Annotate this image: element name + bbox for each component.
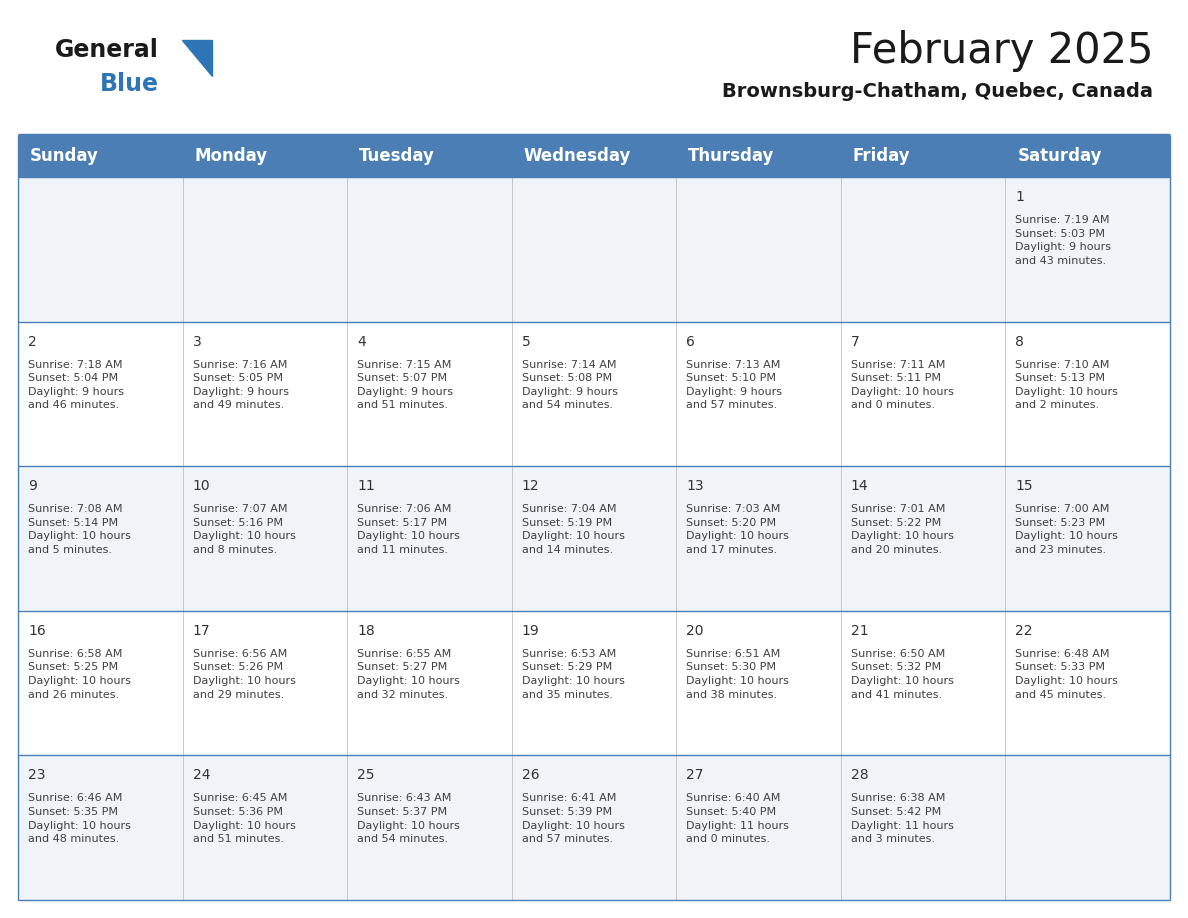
Text: Saturday: Saturday [1017,147,1102,165]
Text: Sunrise: 6:53 AM
Sunset: 5:29 PM
Daylight: 10 hours
and 35 minutes.: Sunrise: 6:53 AM Sunset: 5:29 PM Dayligh… [522,649,625,700]
Text: 13: 13 [687,479,704,493]
Text: 14: 14 [851,479,868,493]
Text: Tuesday: Tuesday [359,147,435,165]
Text: Blue: Blue [100,72,159,96]
Text: Sunrise: 7:19 AM
Sunset: 5:03 PM
Daylight: 9 hours
and 43 minutes.: Sunrise: 7:19 AM Sunset: 5:03 PM Dayligh… [1016,215,1112,266]
Text: Sunrise: 7:00 AM
Sunset: 5:23 PM
Daylight: 10 hours
and 23 minutes.: Sunrise: 7:00 AM Sunset: 5:23 PM Dayligh… [1016,504,1118,555]
Text: 21: 21 [851,624,868,638]
Bar [18,321,1170,466]
Bar [18,135,1170,177]
Text: Sunrise: 6:45 AM
Sunset: 5:36 PM
Daylight: 10 hours
and 51 minutes.: Sunrise: 6:45 AM Sunset: 5:36 PM Dayligh… [192,793,296,845]
Text: Sunrise: 7:10 AM
Sunset: 5:13 PM
Daylight: 10 hours
and 2 minutes.: Sunrise: 7:10 AM Sunset: 5:13 PM Dayligh… [1016,360,1118,410]
Text: Sunrise: 7:16 AM
Sunset: 5:05 PM
Daylight: 9 hours
and 49 minutes.: Sunrise: 7:16 AM Sunset: 5:05 PM Dayligh… [192,360,289,410]
Text: Monday: Monday [195,147,267,165]
Text: 12: 12 [522,479,539,493]
Bar [18,756,1170,900]
Text: 2: 2 [29,334,37,349]
Text: Sunrise: 6:56 AM
Sunset: 5:26 PM
Daylight: 10 hours
and 29 minutes.: Sunrise: 6:56 AM Sunset: 5:26 PM Dayligh… [192,649,296,700]
Bar [18,466,1170,610]
Text: 8: 8 [1016,334,1024,349]
Text: Sunrise: 7:11 AM
Sunset: 5:11 PM
Daylight: 10 hours
and 0 minutes.: Sunrise: 7:11 AM Sunset: 5:11 PM Dayligh… [851,360,954,410]
Text: 1: 1 [1016,190,1024,204]
Text: Sunrise: 6:46 AM
Sunset: 5:35 PM
Daylight: 10 hours
and 48 minutes.: Sunrise: 6:46 AM Sunset: 5:35 PM Dayligh… [29,793,131,845]
Text: Sunrise: 6:55 AM
Sunset: 5:27 PM
Daylight: 10 hours
and 32 minutes.: Sunrise: 6:55 AM Sunset: 5:27 PM Dayligh… [358,649,460,700]
Text: Sunrise: 7:01 AM
Sunset: 5:22 PM
Daylight: 10 hours
and 20 minutes.: Sunrise: 7:01 AM Sunset: 5:22 PM Dayligh… [851,504,954,555]
Text: 24: 24 [192,768,210,782]
Text: Brownsburg-Chatham, Quebec, Canada: Brownsburg-Chatham, Quebec, Canada [722,82,1154,101]
Bar [18,610,1170,756]
Text: Sunrise: 6:48 AM
Sunset: 5:33 PM
Daylight: 10 hours
and 45 minutes.: Sunrise: 6:48 AM Sunset: 5:33 PM Dayligh… [1016,649,1118,700]
Text: 23: 23 [29,768,45,782]
Text: Sunrise: 7:03 AM
Sunset: 5:20 PM
Daylight: 10 hours
and 17 minutes.: Sunrise: 7:03 AM Sunset: 5:20 PM Dayligh… [687,504,789,555]
Text: 9: 9 [29,479,37,493]
Text: Sunrise: 7:18 AM
Sunset: 5:04 PM
Daylight: 9 hours
and 46 minutes.: Sunrise: 7:18 AM Sunset: 5:04 PM Dayligh… [29,360,124,410]
Text: Thursday: Thursday [688,147,775,165]
Text: 27: 27 [687,768,703,782]
Text: Sunrise: 7:13 AM
Sunset: 5:10 PM
Daylight: 9 hours
and 57 minutes.: Sunrise: 7:13 AM Sunset: 5:10 PM Dayligh… [687,360,782,410]
Text: Sunrise: 6:50 AM
Sunset: 5:32 PM
Daylight: 10 hours
and 41 minutes.: Sunrise: 6:50 AM Sunset: 5:32 PM Dayligh… [851,649,954,700]
Text: 16: 16 [29,624,46,638]
Text: Wednesday: Wednesday [524,147,631,165]
Text: February 2025: February 2025 [849,30,1154,72]
Text: 6: 6 [687,334,695,349]
Text: 15: 15 [1016,479,1034,493]
Text: 7: 7 [851,334,860,349]
Polygon shape [182,40,211,76]
Text: Sunrise: 7:06 AM
Sunset: 5:17 PM
Daylight: 10 hours
and 11 minutes.: Sunrise: 7:06 AM Sunset: 5:17 PM Dayligh… [358,504,460,555]
Text: 28: 28 [851,768,868,782]
Text: Sunrise: 7:14 AM
Sunset: 5:08 PM
Daylight: 9 hours
and 54 minutes.: Sunrise: 7:14 AM Sunset: 5:08 PM Dayligh… [522,360,618,410]
Text: 3: 3 [192,334,201,349]
Text: 25: 25 [358,768,374,782]
Text: Sunrise: 7:15 AM
Sunset: 5:07 PM
Daylight: 9 hours
and 51 minutes.: Sunrise: 7:15 AM Sunset: 5:07 PM Dayligh… [358,360,453,410]
Text: Sunrise: 6:41 AM
Sunset: 5:39 PM
Daylight: 10 hours
and 57 minutes.: Sunrise: 6:41 AM Sunset: 5:39 PM Dayligh… [522,793,625,845]
Text: 26: 26 [522,768,539,782]
Text: General: General [55,38,159,62]
Text: Sunday: Sunday [30,147,99,165]
Text: 11: 11 [358,479,375,493]
Text: Friday: Friday [853,147,910,165]
Text: Sunrise: 6:43 AM
Sunset: 5:37 PM
Daylight: 10 hours
and 54 minutes.: Sunrise: 6:43 AM Sunset: 5:37 PM Dayligh… [358,793,460,845]
Text: 18: 18 [358,624,375,638]
Text: Sunrise: 7:04 AM
Sunset: 5:19 PM
Daylight: 10 hours
and 14 minutes.: Sunrise: 7:04 AM Sunset: 5:19 PM Dayligh… [522,504,625,555]
Text: 22: 22 [1016,624,1032,638]
Text: Sunrise: 6:51 AM
Sunset: 5:30 PM
Daylight: 10 hours
and 38 minutes.: Sunrise: 6:51 AM Sunset: 5:30 PM Dayligh… [687,649,789,700]
Text: Sunrise: 7:07 AM
Sunset: 5:16 PM
Daylight: 10 hours
and 8 minutes.: Sunrise: 7:07 AM Sunset: 5:16 PM Dayligh… [192,504,296,555]
Text: 20: 20 [687,624,703,638]
Bar [18,177,1170,321]
Text: Sunrise: 7:08 AM
Sunset: 5:14 PM
Daylight: 10 hours
and 5 minutes.: Sunrise: 7:08 AM Sunset: 5:14 PM Dayligh… [29,504,131,555]
Text: 4: 4 [358,334,366,349]
Text: Sunrise: 6:58 AM
Sunset: 5:25 PM
Daylight: 10 hours
and 26 minutes.: Sunrise: 6:58 AM Sunset: 5:25 PM Dayligh… [29,649,131,700]
Text: 5: 5 [522,334,531,349]
Text: Sunrise: 6:40 AM
Sunset: 5:40 PM
Daylight: 11 hours
and 0 minutes.: Sunrise: 6:40 AM Sunset: 5:40 PM Dayligh… [687,793,789,845]
Text: Sunrise: 6:38 AM
Sunset: 5:42 PM
Daylight: 11 hours
and 3 minutes.: Sunrise: 6:38 AM Sunset: 5:42 PM Dayligh… [851,793,954,845]
Text: 19: 19 [522,624,539,638]
Text: 17: 17 [192,624,210,638]
Text: 10: 10 [192,479,210,493]
